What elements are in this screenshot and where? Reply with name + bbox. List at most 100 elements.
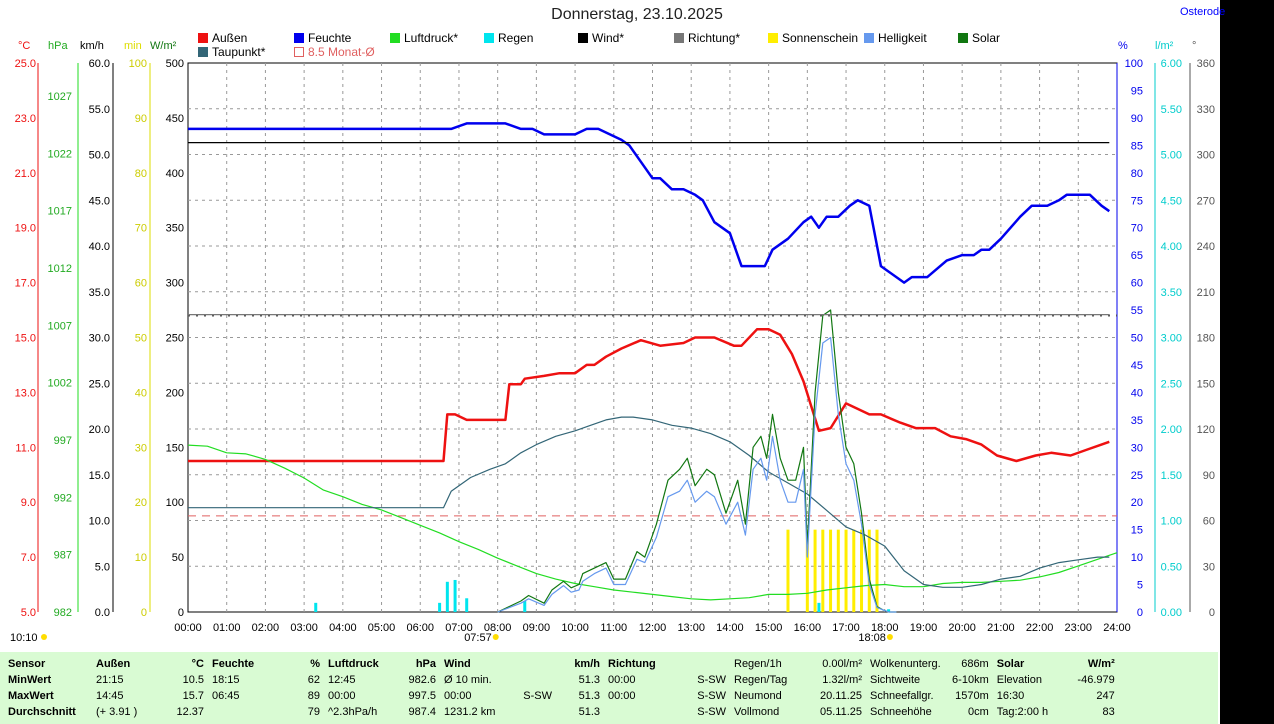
stats-min-x1-val: 1.32l/m²: [822, 674, 862, 686]
bar-regen: [465, 598, 469, 612]
time-tick-label: 00:00: [174, 622, 202, 634]
current-time-icon: [41, 634, 47, 640]
stats-max-x1-val: 20.11.25: [819, 690, 862, 702]
sun-tick-label: 40: [135, 387, 147, 399]
hum-tick-label: 70: [1131, 223, 1143, 235]
stats-max-f-val: 89: [307, 690, 320, 702]
sun-tick-label: 90: [135, 113, 147, 125]
chart-title: Donnerstag, 23.10.2025: [551, 6, 723, 23]
stats-min-s-label: Elevation: [996, 674, 1042, 686]
temp-tick-label: 13.0: [15, 387, 36, 399]
sun-tick-label: 60: [135, 278, 147, 290]
solar-tick-label: 350: [166, 223, 184, 235]
stats-min-s-val: -46.979: [1077, 674, 1115, 686]
legend-swatch: [578, 33, 588, 43]
legend-item: Luftdruck*: [390, 31, 458, 45]
stats-min-x1: Regen/Tag: [734, 674, 788, 686]
sunrise-icon: [492, 634, 499, 640]
hum-tick-label: 65: [1131, 250, 1143, 262]
dir-tick-label: 360: [1197, 58, 1215, 70]
stats-max-row: MaxWert 14:45 15.7 06:45 89 00:00 997.5 …: [4, 688, 1119, 704]
solar-tick-label: 300: [166, 278, 184, 290]
current-time-label: 10:10: [10, 632, 38, 644]
time-tick-label: 19:00: [910, 622, 938, 634]
stats-avg-w-dir: [508, 704, 556, 720]
legend-swatch: [294, 33, 304, 43]
legend-item: Außen: [198, 31, 247, 45]
legend-label: Sonnenschein: [782, 31, 859, 45]
sun-tick-label: 10: [135, 552, 147, 564]
stats-avg-s-label: Tag:2:00 h: [996, 706, 1049, 718]
stats-min-r-val: S-SW: [697, 674, 726, 686]
hum-tick-label: 50: [1131, 333, 1143, 345]
hum-tick-label: 35: [1131, 415, 1143, 427]
stats-max-w-val: 51.3: [578, 690, 600, 702]
hum-tick-label: 45: [1131, 360, 1143, 372]
sun-tick-label: 50: [135, 333, 147, 345]
series-line-auen: [188, 328, 1110, 463]
stats-max-f-time: 06:45: [212, 690, 240, 702]
stats-min-r-time: 00:00: [608, 674, 636, 686]
solar-tick-label: 450: [166, 113, 184, 125]
legend-item: Regen: [484, 31, 533, 45]
bar-sonnenschein: [805, 529, 809, 612]
temp-tick-label: 25.0: [15, 58, 36, 70]
legend-item: Feuchte: [294, 31, 351, 45]
wind-tick-label: 55.0: [89, 104, 110, 116]
stats-h-wolken-val: 686m: [961, 658, 989, 670]
bar-regen: [817, 602, 821, 612]
legend-item: Solar: [958, 31, 1000, 45]
press-tick-label: 982: [54, 607, 72, 619]
temp-tick-label: 11.0: [15, 442, 36, 454]
solar-tick-label: 150: [166, 442, 184, 454]
bar-sonnenschein: [786, 529, 790, 612]
wind-tick-label: 15.0: [89, 470, 110, 482]
stats-h-wind: Wind: [444, 658, 471, 670]
stats-avg-x1-val: 05.11.25: [819, 706, 862, 718]
stats-avg-l-val: 987.4: [408, 706, 436, 718]
wind-tick-label: 10.0: [89, 516, 110, 528]
temp-tick-label: 9.0: [21, 497, 36, 509]
stats-avg-f-val: 79: [307, 706, 320, 718]
time-tick-label: 12:00: [639, 622, 667, 634]
stats-min-l-time: 12:45: [328, 674, 356, 686]
weather-chart: 00:00 01:00 02:00 03:00 04:00 05:00 06:00 07:00…: [10, 58, 1215, 644]
legend-label: Richtung*: [688, 31, 741, 45]
press-tick-label: 1022: [48, 148, 72, 160]
press-tick-label: 1007: [48, 320, 72, 332]
time-tick-label: 24:00: [1103, 622, 1131, 634]
time-tick-label: 01:00: [213, 622, 241, 634]
wind-tick-label: 30.0: [89, 333, 110, 345]
series-line-luftdruck: [187, 444, 1118, 601]
bar-regen: [314, 602, 318, 612]
temp-tick-label: 23.0: [15, 113, 36, 125]
stats-max-x2-val: 1570m: [955, 690, 989, 702]
stats-avg-w-val: 51.3: [578, 706, 600, 718]
hum-tick-label: 75: [1131, 195, 1143, 207]
wind-tick-label: 0.0: [95, 607, 110, 619]
series-line-solar: [497, 309, 897, 613]
station-name[interactable]: Osterode: [1180, 6, 1226, 18]
legend-swatch: [768, 33, 778, 43]
legend-swatch: [864, 33, 874, 43]
stats-min-f-time: 18:15: [212, 674, 240, 686]
bar-sonnenschein: [860, 529, 864, 612]
time-tick-label: 07:00: [445, 622, 473, 634]
press-tick-label: 1002: [48, 378, 72, 390]
sunset-icon: [886, 634, 893, 640]
stats-max-a-val: 15.7: [182, 690, 204, 702]
stats-avg-w-time: 1231.2 km: [444, 706, 496, 718]
legend-swatch: [198, 47, 208, 57]
legend-label: Wind*: [592, 31, 625, 45]
press-tick-label: 1017: [48, 206, 72, 218]
press-tick-label: 992: [54, 492, 72, 504]
stats-avg-r-time: [604, 704, 672, 720]
temp-tick-label: 17.0: [15, 278, 36, 290]
bar-sonnenschein: [875, 529, 879, 612]
bar-sonnenschein: [867, 529, 871, 612]
dir-tick-label: 90: [1203, 470, 1215, 482]
rain-tick-label: 4.00: [1161, 241, 1182, 253]
legend-label: Luftdruck*: [404, 31, 459, 45]
stats-avg-f-time: [208, 704, 276, 720]
stats-h-aussen-unit: °C: [191, 658, 204, 670]
